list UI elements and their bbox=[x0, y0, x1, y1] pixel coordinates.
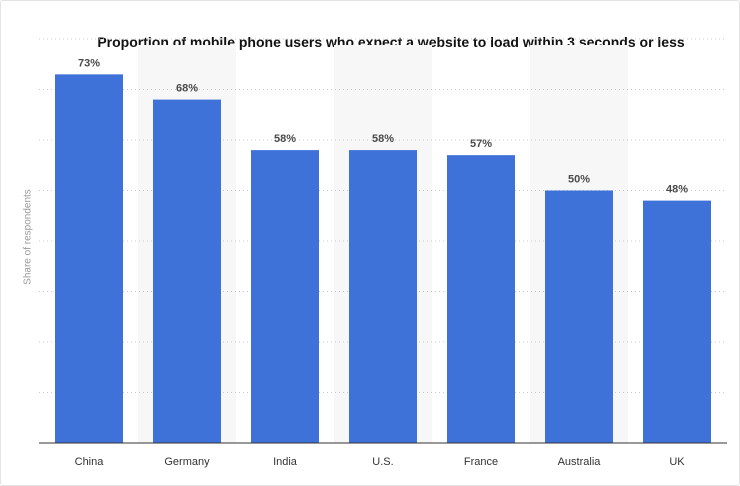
x-tick-label: Germany bbox=[164, 456, 210, 468]
bar-value-label: 58% bbox=[372, 133, 394, 145]
bar-value-label: 68% bbox=[176, 83, 198, 95]
bar-value-label: 57% bbox=[470, 138, 492, 150]
bar-value-label: 73% bbox=[78, 57, 100, 69]
bars bbox=[55, 74, 711, 443]
x-tick-labels: China Germany India U.S. France Australia UK bbox=[75, 456, 686, 468]
x-tick-label: UK bbox=[669, 456, 685, 468]
bar bbox=[349, 150, 417, 443]
bar bbox=[55, 74, 123, 443]
bar-value-label: 48% bbox=[666, 184, 688, 196]
bar bbox=[545, 190, 613, 443]
x-tick-label: India bbox=[273, 456, 298, 468]
bar bbox=[447, 155, 515, 443]
bar bbox=[153, 99, 221, 443]
bar bbox=[643, 200, 711, 443]
bar-value-label: 50% bbox=[568, 174, 590, 186]
x-tick-label: China bbox=[75, 456, 105, 468]
x-tick-label: France bbox=[464, 456, 498, 468]
bar-value-label: 58% bbox=[274, 133, 296, 145]
value-labels: 73% 68% 58% 58% 57% 50% 48% bbox=[78, 57, 688, 195]
x-tick-label: Australia bbox=[558, 456, 602, 468]
bar bbox=[251, 150, 319, 443]
x-tick-label: U.S. bbox=[372, 456, 393, 468]
